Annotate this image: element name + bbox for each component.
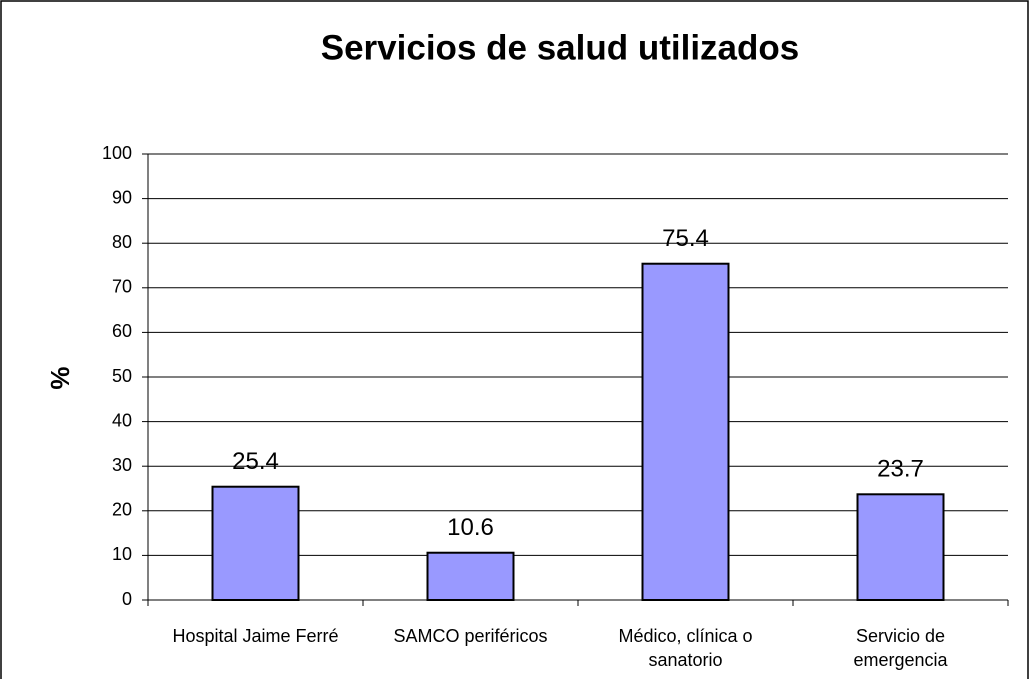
x-tick-label: Servicio de emergencia — [853, 626, 948, 670]
y-tick-label: 100 — [102, 143, 132, 163]
chart-title: Servicios de salud utilizados — [321, 28, 799, 67]
x-tick-label: Hospital Jaime Ferré — [172, 626, 339, 646]
y-tick-label: 40 — [112, 410, 132, 430]
data-label: 25.4 — [232, 448, 279, 475]
data-label: 10.6 — [447, 514, 494, 541]
y-tick-label: 70 — [112, 277, 132, 297]
bar — [641, 262, 730, 601]
y-tick-label: 50 — [112, 366, 132, 386]
y-tick-label: 10 — [112, 544, 132, 564]
x-tick-label: Médico, clínica o sanatorio — [618, 626, 753, 670]
x-tick-label: SAMCO periféricos — [393, 626, 548, 646]
y-axis-label: % — [45, 366, 75, 389]
data-label: 23.7 — [877, 456, 924, 483]
bar — [426, 551, 515, 601]
y-tick-label: 80 — [112, 232, 132, 252]
bar — [856, 493, 945, 602]
y-tick-label: 20 — [112, 500, 132, 520]
y-tick-label: 60 — [112, 321, 132, 341]
y-tick-label: 30 — [112, 455, 132, 475]
y-tick-label: 0 — [122, 589, 132, 609]
data-label: 75.4 — [662, 225, 709, 252]
bar — [211, 485, 300, 601]
y-tick-label: 90 — [112, 187, 132, 207]
